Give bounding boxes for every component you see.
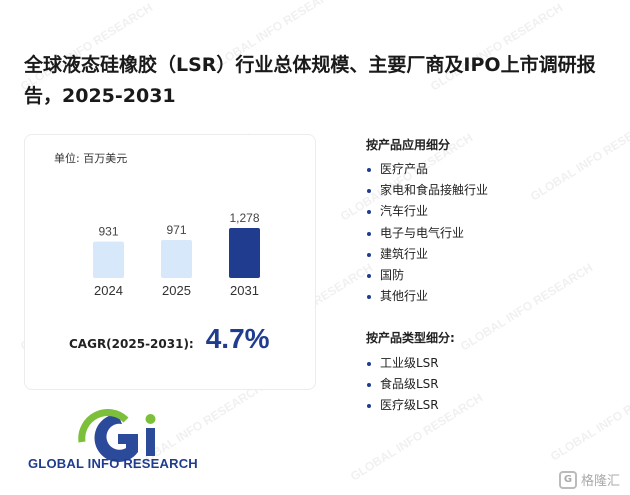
bar-2024 <box>93 241 124 278</box>
value-label: 1,278 <box>229 211 259 225</box>
type-list: 工业级LSR 食品级LSR 医疗级LSR <box>366 353 439 417</box>
application-item: 医疗产品 <box>366 159 488 180</box>
brand-text: 格隆汇 <box>580 474 620 489</box>
value-label: 931 <box>98 225 118 239</box>
type-section-title: 按产品类型细分: <box>366 331 455 345</box>
application-item: 其他行业 <box>366 286 488 307</box>
type-item: 工业级LSR <box>366 353 439 374</box>
category-label: 2024 <box>94 283 123 298</box>
application-item: 建筑行业 <box>366 244 488 265</box>
type-item: 食品级LSR <box>366 374 439 395</box>
value-label: 971 <box>166 223 186 237</box>
logo-text: GLOBAL INFO RESEARCH <box>28 456 198 471</box>
application-item: 汽车行业 <box>366 201 488 222</box>
application-section-title: 按产品应用细分 <box>366 138 451 152</box>
application-list: 医疗产品 家电和食品接触行业 汽车行业 电子与电气行业 建筑行业 国防 其他行业 <box>366 159 488 307</box>
category-label: 2031 <box>230 283 259 298</box>
brand-icon: G <box>558 470 577 489</box>
application-item: 电子与电气行业 <box>366 223 488 244</box>
brand-watermark: G 格隆汇 <box>558 470 620 489</box>
type-item: 医疗级LSR <box>366 395 439 416</box>
logo-mark <box>78 409 156 462</box>
cagr-value: 4.7% <box>205 323 270 354</box>
watermark-text: GLOBAL INFO RESEARCH <box>527 110 630 204</box>
application-item: 国防 <box>366 265 488 286</box>
cagr-label: CAGR(2025-2031): <box>69 337 194 351</box>
cagr-block: CAGR(2025-2031): 4.7% <box>69 323 270 355</box>
bar-chart: 931 2024 971 2025 1,278 2031 <box>93 211 260 298</box>
application-item: 家电和食品接触行业 <box>366 180 488 201</box>
category-label: 2025 <box>162 283 191 298</box>
watermark-text: GLOBAL INFO RESEARCH <box>547 370 630 464</box>
bar-2025 <box>161 240 192 278</box>
unit-label: 单位: 百万美元 <box>54 152 128 165</box>
bar-2031 <box>229 228 260 278</box>
page-title: 全球液态硅橡胶（LSR）行业总体规模、主要厂商及IPO上市调研报告，2025-2… <box>24 54 596 107</box>
